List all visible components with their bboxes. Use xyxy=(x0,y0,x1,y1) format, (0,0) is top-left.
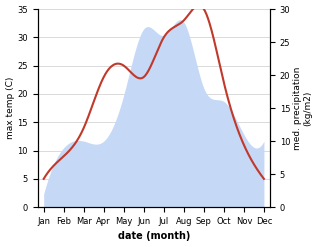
Y-axis label: max temp (C): max temp (C) xyxy=(5,77,15,139)
Y-axis label: med. precipitation
(kg/m2): med. precipitation (kg/m2) xyxy=(293,66,313,150)
X-axis label: date (month): date (month) xyxy=(118,231,190,242)
